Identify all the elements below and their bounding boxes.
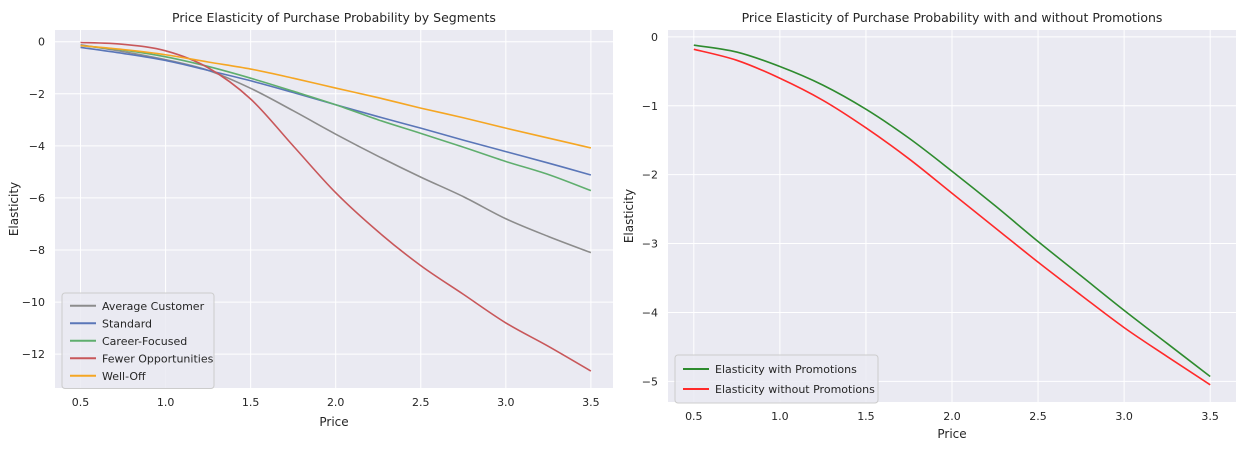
chart-panel-2: 0.5 1.0 1.5 2.0 2.5 3.0 3.5 0 −1 −2 −3 −4 −5 Price El…	[622, 10, 1236, 441]
series-line-elasticity-without-promotions	[693, 48, 1211, 386]
x-tick-label: 1.0	[157, 396, 175, 409]
legend-label: Elasticity without Promotions	[715, 383, 875, 396]
legend-box	[674, 354, 879, 404]
chart-title: Price Elasticity of Purchase Probability…	[742, 10, 1163, 25]
y-tick-label: 0	[651, 31, 658, 44]
series-line-fewer-opportunities	[80, 41, 592, 372]
y-axis-label: Elasticity	[7, 182, 21, 236]
x-tick-label: 2.0	[327, 396, 345, 409]
x-tick-label: 2.0	[943, 410, 961, 423]
y-tick-label: −5	[642, 375, 658, 388]
y-tick-label: −12	[22, 348, 45, 361]
legend-label: Fewer Opportunities	[102, 352, 214, 365]
legend-label: Standard	[102, 317, 152, 330]
legend-label: Career-Focused	[102, 335, 187, 348]
x-tick-label: 2.5	[412, 396, 430, 409]
x-tick-label: 3.0	[497, 396, 515, 409]
y-tick-label: −8	[29, 244, 45, 257]
legend-label: Average Customer	[102, 300, 205, 313]
y-tick-label: −6	[29, 192, 45, 205]
chart-panel-1: 0.5 1.0 1.5 2.0 2.5 3.0 3.5 0 −2 −4 −6 −8 −10 −12 Pric…	[7, 10, 613, 429]
series-line-well-off	[80, 44, 592, 149]
y-tick-label: −10	[22, 296, 45, 309]
legend: Elasticity with Promotions Elasticity wit…	[674, 354, 879, 404]
x-tick-label: 2.5	[1029, 410, 1047, 423]
chart-title: Price Elasticity of Purchase Probability…	[172, 10, 496, 25]
x-tick-label: 1.5	[242, 396, 260, 409]
y-tick-label: −4	[29, 140, 45, 153]
y-tick-label: −2	[29, 88, 45, 101]
legend: Average Customer Standard Career-Focused Fe…	[61, 292, 215, 389]
x-tick-label: 3.5	[1201, 410, 1219, 423]
y-axis-label: Elasticity	[622, 189, 636, 243]
x-tick-label: 1.0	[771, 410, 789, 423]
x-tick-label: 1.5	[857, 410, 875, 423]
series-line-elasticity-with-promotions	[693, 44, 1211, 378]
x-tick-label: 3.0	[1115, 410, 1133, 423]
y-tick-label: −2	[642, 169, 658, 182]
legend-label: Well-Off	[102, 370, 146, 383]
legend-label: Elasticity with Promotions	[715, 363, 857, 376]
series-line-career-focused	[80, 44, 592, 192]
y-tick-label: −3	[642, 238, 658, 251]
x-tick-label: 0.5	[72, 396, 90, 409]
x-axis-label: Price	[937, 427, 966, 441]
x-axis-label: Price	[319, 415, 348, 429]
x-tick-label: 0.5	[685, 410, 703, 423]
y-tick-label: −4	[642, 306, 658, 319]
y-tick-label: 0	[38, 36, 45, 49]
y-tick-label: −1	[642, 100, 658, 113]
legend-box	[61, 292, 215, 389]
x-tick-label: 3.5	[582, 396, 600, 409]
